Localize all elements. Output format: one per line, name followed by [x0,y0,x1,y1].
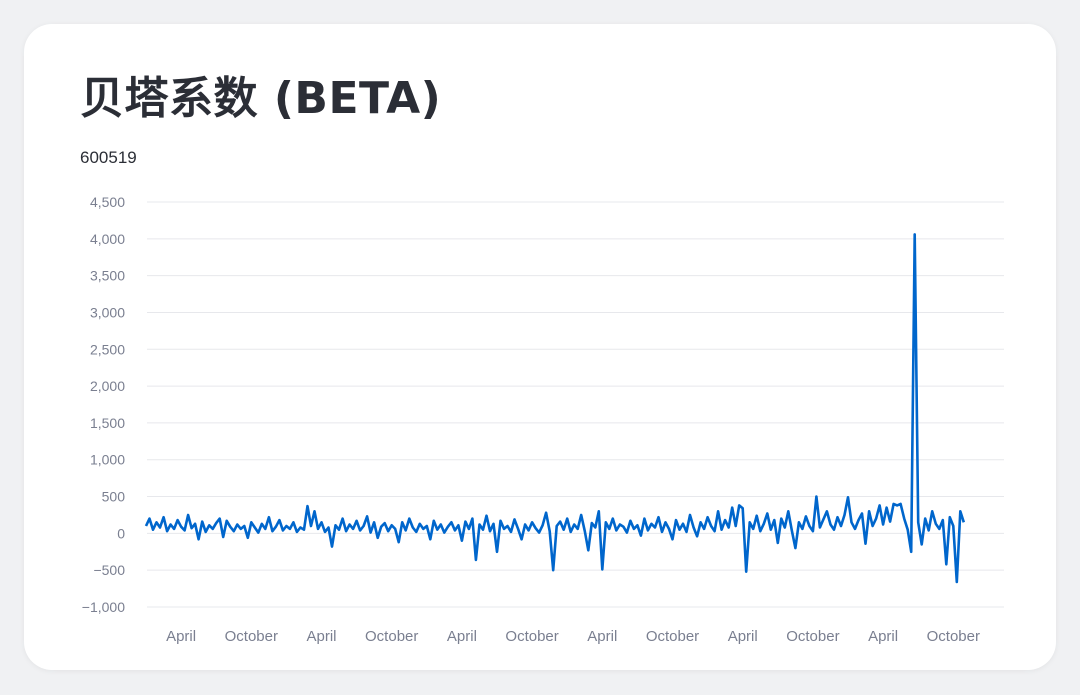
x-tick-label: April [587,628,617,645]
y-axis-ticks: 4,500 4,000 3,500 3,000 2,500 2,000 1,500 1,000… [82,194,125,615]
y-tick-label: −1,000 [82,599,125,615]
y-tick-label: 500 [102,489,126,505]
x-tick-label: October [646,628,699,645]
y-tick-label: 3,500 [90,268,125,284]
y-tick-label: 2,500 [90,341,125,357]
y-tick-label: −500 [93,562,125,578]
chart-card [24,24,1056,670]
y-tick-label: 0 [117,525,125,541]
x-tick-label: October [505,628,558,645]
y-tick-label: 4,000 [90,231,125,247]
y-tick-label: 4,500 [90,194,125,210]
stock-code-label: 600519 [80,148,137,167]
x-tick-label: April [868,628,898,645]
series-layer [144,233,966,584]
beta-series-line [144,233,966,584]
x-tick-label: October [225,628,278,645]
page-title: 贝塔系数 (BETA) [80,73,442,124]
x-tick-label: October [365,628,418,645]
y-tick-label: 1,500 [90,415,125,431]
x-tick-label: April [306,628,336,645]
x-tick-label: October [927,628,980,645]
y-tick-label: 1,000 [90,452,125,468]
x-tick-label: April [728,628,758,645]
x-tick-label: October [786,628,839,645]
x-tick-label: April [447,628,477,645]
y-tick-label: 3,000 [90,304,125,320]
x-axis-ticks: April October April October April October Apri… [166,628,980,645]
y-tick-label: 2,000 [90,378,125,394]
grid-lines [147,201,1004,608]
x-tick-label: April [166,628,196,645]
